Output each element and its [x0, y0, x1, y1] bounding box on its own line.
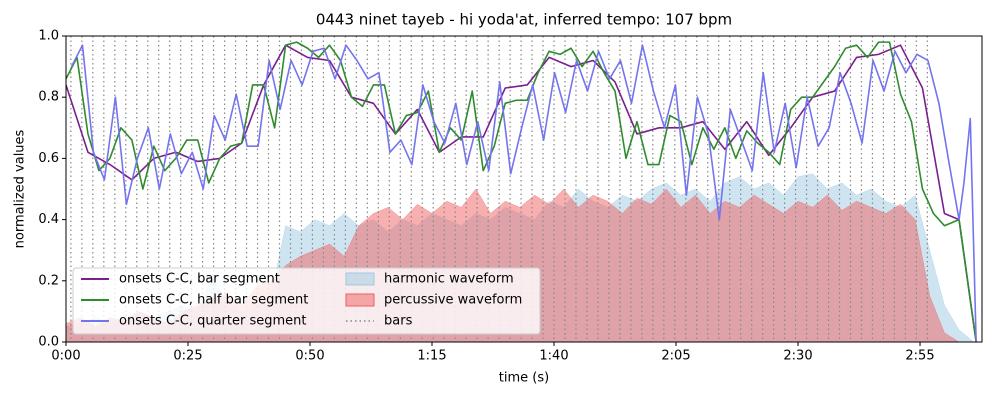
x-tick-label: 0:50 [295, 349, 324, 364]
legend-label: percussive waveform [384, 293, 522, 308]
legend-label: harmonic waveform [384, 272, 514, 287]
x-tick-label: 0:25 [173, 349, 202, 364]
legend-box [72, 267, 541, 335]
legend: onsets C-C, bar segment onsets C-C, half … [72, 267, 541, 335]
chart-title: 0443 ninet tayeb - hi yoda'at, inferred … [316, 11, 732, 29]
y-tick-label: 0.4 [38, 212, 59, 227]
x-tick-label: 2:05 [661, 349, 690, 364]
y-tick-label: 0.6 [38, 151, 59, 166]
y-tick-label: 1.0 [38, 29, 59, 44]
legend-swatch [345, 272, 375, 286]
y-axis-label: normalized values [13, 129, 28, 248]
x-tick-label: 1:40 [539, 349, 568, 364]
x-tick-label: 2:55 [905, 349, 934, 364]
x-axis-label: time (s) [499, 371, 549, 386]
line [66, 41, 977, 342]
legend-label: bars [384, 314, 413, 329]
x-tick-label: 0:00 [51, 349, 80, 364]
x-tick-label: 2:30 [783, 349, 812, 364]
y-tick-label: 0.8 [38, 90, 59, 105]
y-tick-label: 0.0 [38, 335, 59, 350]
legend-label: onsets C-C, bar segment [119, 272, 280, 287]
plot-frame [65, 35, 983, 343]
legend-swatch [345, 293, 375, 307]
line [70, 44, 977, 342]
legend-label: onsets C-C, half bar segment [119, 293, 308, 308]
legend-label: onsets C-C, quarter segment [119, 314, 306, 329]
y-tick-label: 0.2 [38, 273, 59, 288]
x-tick-label: 1:15 [417, 349, 446, 364]
